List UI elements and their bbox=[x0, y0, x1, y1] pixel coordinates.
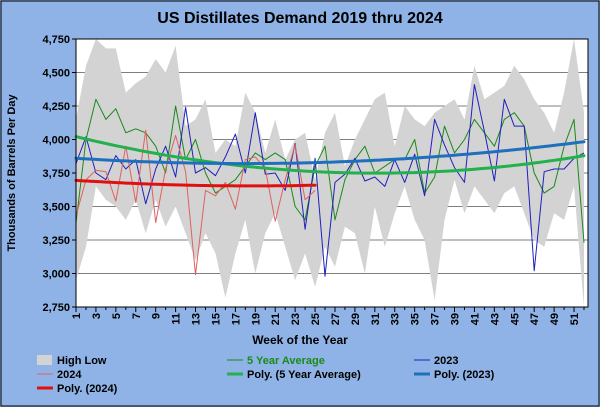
x-tick-label: 9 bbox=[151, 313, 163, 319]
x-tick-label: 1 bbox=[71, 313, 83, 319]
x-tick-label: 39 bbox=[450, 313, 462, 325]
legend-label-poly_five_year: Poly. (5 Year Average) bbox=[247, 369, 361, 381]
x-tick-label: 51 bbox=[569, 313, 581, 325]
x-tick-label: 25 bbox=[310, 313, 322, 325]
x-tick-label: 41 bbox=[469, 313, 481, 325]
legend-label-high_low: High Low bbox=[57, 355, 107, 367]
x-tick-label: 37 bbox=[430, 313, 442, 325]
trend-5-year-average bbox=[74, 135, 586, 175]
trend-2024 bbox=[74, 178, 317, 188]
x-tick-label: 23 bbox=[290, 313, 302, 325]
legend-swatch-high_low bbox=[37, 355, 52, 365]
x-tick-label: 5 bbox=[111, 313, 123, 319]
x-tick-label: 17 bbox=[230, 313, 242, 325]
x-tick-label: 49 bbox=[549, 313, 561, 325]
x-tick-label: 21 bbox=[270, 313, 282, 325]
x-tick-label: 31 bbox=[370, 313, 382, 325]
series-2024 bbox=[75, 129, 316, 276]
legend: High Low 5 Year Average 2023 2024 Poly. (5 Y… bbox=[37, 355, 495, 395]
x-tick-label: 35 bbox=[410, 313, 422, 325]
legend-label-poly_2023: Poly. (2023) bbox=[434, 369, 495, 381]
y-tick-label: 3,000 bbox=[42, 269, 70, 281]
y-tick-label: 4,000 bbox=[42, 135, 70, 147]
x-tick-label: 45 bbox=[509, 313, 521, 325]
y-tick-label: 3,250 bbox=[42, 235, 70, 247]
legend-label-five_year: 5 Year Average bbox=[247, 355, 325, 367]
x-tick-label: 33 bbox=[390, 313, 402, 325]
x-tick-label: 11 bbox=[171, 313, 183, 325]
legend-label-y2023: 2023 bbox=[434, 355, 458, 367]
x-tick-label: 15 bbox=[210, 313, 222, 325]
x-tick-label: 29 bbox=[350, 313, 362, 325]
chart-title: US Distillates Demand 2019 thru 2024 bbox=[157, 10, 443, 27]
y-tick-label: 3,750 bbox=[42, 168, 70, 180]
x-tick-label: 13 bbox=[191, 313, 203, 325]
series-lines bbox=[74, 84, 586, 277]
axes: 2,750 3,000 3,250 3,500 3,750 4,000 4,250 4,500… bbox=[42, 34, 589, 325]
y-axis-title: Thousands of Barrels Per Day bbox=[6, 94, 18, 252]
x-tick-label: 43 bbox=[489, 313, 501, 325]
trend-2023 bbox=[74, 140, 586, 166]
x-tick-label: 27 bbox=[330, 313, 342, 325]
y-tick-label: 4,250 bbox=[42, 101, 70, 113]
series-2023 bbox=[75, 84, 585, 277]
x-axis-title: Week of the Year bbox=[252, 333, 348, 347]
series-5-year-average bbox=[75, 98, 585, 243]
plot-border bbox=[75, 38, 589, 308]
x-tick-label: 3 bbox=[91, 313, 103, 319]
y-tick-label: 3,500 bbox=[42, 202, 70, 214]
legend-label-y2024: 2024 bbox=[57, 369, 82, 381]
x-tick-label: 19 bbox=[250, 313, 262, 325]
legend-label-poly_2024: Poly. (2024) bbox=[57, 383, 118, 395]
y-tick-label: 2,750 bbox=[42, 302, 70, 314]
x-tick-label: 47 bbox=[529, 313, 541, 325]
y-tick-label: 4,500 bbox=[42, 68, 70, 80]
y-tick-label: 4,750 bbox=[42, 34, 70, 46]
x-tick-label: 7 bbox=[131, 313, 143, 319]
